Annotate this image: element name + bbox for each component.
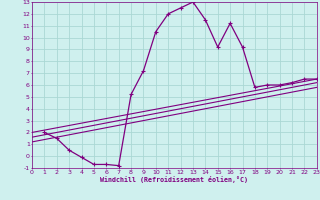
- X-axis label: Windchill (Refroidissement éolien,°C): Windchill (Refroidissement éolien,°C): [100, 176, 248, 183]
